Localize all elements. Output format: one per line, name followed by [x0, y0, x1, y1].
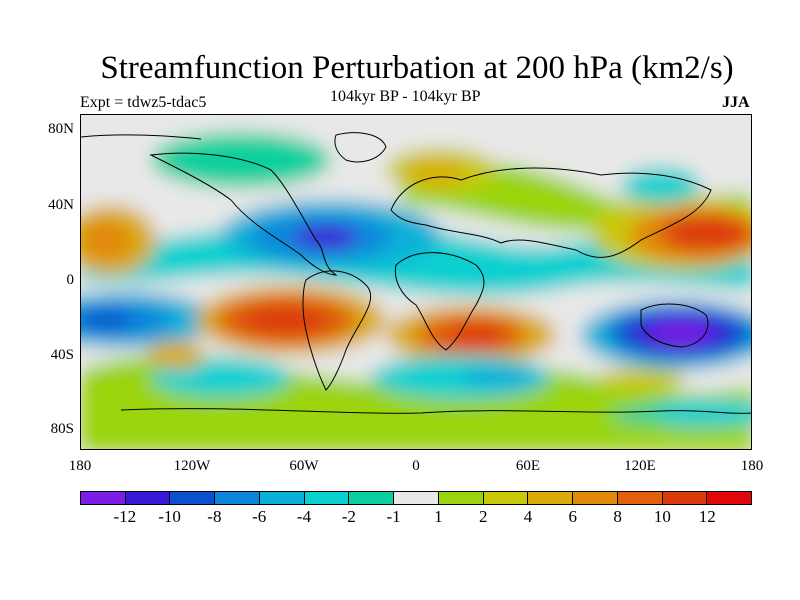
lon-label-120e: 120E — [624, 458, 656, 474]
colorbar-label: 1 — [434, 507, 443, 526]
colorbar-swatch — [124, 492, 170, 504]
colorbar-swatch — [706, 492, 752, 504]
map-panel — [80, 114, 752, 450]
experiment-label: Expt = tdwz5-tdac5 — [80, 94, 207, 111]
colorbar-swatch — [527, 492, 573, 504]
colorbar-swatch — [258, 492, 304, 504]
lon-label-180w: 180 — [68, 458, 92, 474]
season-label: JJA — [722, 94, 750, 111]
colorbar-label: -4 — [296, 507, 312, 526]
colorbar-label: 12 — [698, 507, 716, 526]
colorbar-swatch — [572, 492, 617, 504]
colorbar-label: 2 — [478, 507, 488, 526]
colorbar-swatch — [303, 492, 349, 504]
colorbar-label: -10 — [158, 507, 181, 526]
colorbar-label: -6 — [252, 507, 267, 526]
lon-label-120w: 120W — [173, 458, 211, 474]
lat-label-80s: 80S — [50, 421, 74, 437]
colorbar-swatch — [482, 492, 528, 504]
lat-label-40s: 40S — [50, 347, 74, 363]
coastlines — [81, 132, 751, 414]
colorbar-label: -12 — [113, 507, 137, 526]
colorbar-swatch — [81, 492, 125, 504]
lat-label-0: 0 — [66, 272, 75, 288]
colorbar-swatch — [616, 492, 662, 504]
plot-title: Streamfunction Perturbation at 200 hPa (… — [100, 50, 734, 86]
period-label: 104kyr BP - 104kyr BP — [330, 88, 481, 105]
colorbar-label: -8 — [207, 507, 222, 526]
lon-label-0: 0 — [412, 458, 420, 474]
colorbar-swatch — [214, 492, 259, 504]
colorbar-label: 4 — [523, 507, 533, 526]
field-svg — [81, 115, 751, 449]
colorbar-swatch — [348, 492, 394, 504]
lat-label-80n: 80N — [48, 121, 74, 137]
colorbar — [80, 491, 752, 505]
colorbar-swatch — [661, 492, 707, 504]
colorbar-label: 6 — [568, 507, 578, 526]
lat-label-40n: 40N — [48, 197, 74, 213]
field-shading — [81, 115, 751, 449]
lon-label-60w: 60W — [289, 458, 319, 474]
colorbar-swatch — [169, 492, 215, 504]
colorbar-label: -2 — [341, 507, 356, 526]
colorbar-label: 8 — [613, 507, 622, 526]
colorbar-swatch — [437, 492, 483, 504]
colorbar-swatch — [393, 492, 438, 504]
colorbar-label: 10 — [653, 507, 671, 526]
lon-label-60e: 60E — [515, 458, 541, 474]
colorbar-label: -1 — [386, 507, 401, 526]
lon-label-180e: 180 — [740, 458, 764, 474]
